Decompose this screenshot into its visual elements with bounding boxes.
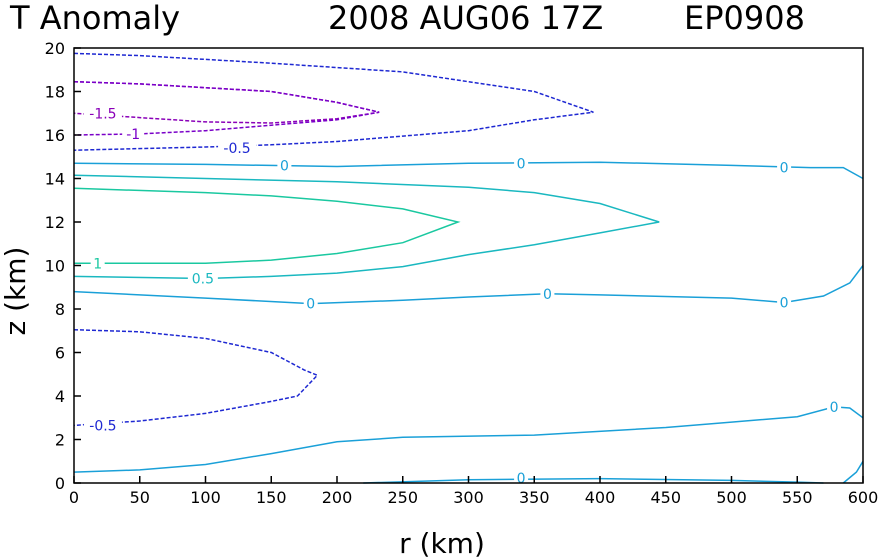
contour-label-background [777,159,792,176]
y-axis: 0 2 4 6 8 10 12 14 16 18 20 [45,39,81,493]
x-tick-label: 150 [256,488,287,507]
x-tick-label: 350 [519,488,550,507]
x-tick-label: 400 [585,488,616,507]
contour-label: -1.5 [89,106,116,122]
y-tick-label: 16 [45,126,65,145]
contour-label: 0 [306,297,315,313]
contour-label: 1 [93,256,102,272]
contour-line [73,406,864,473]
x-tick-label: 200 [322,488,353,507]
contour-label: -1 [126,127,140,143]
contour-label-background [122,125,145,142]
contour-label: -0.5 [223,141,250,157]
y-tick-label: 0 [55,474,65,493]
contour-label-background [777,294,792,311]
x-tick-label: 450 [650,488,681,507]
chart-title-field: T Anomaly [9,0,180,37]
y-tick-label: 4 [55,387,65,406]
contour-label: 0 [517,156,526,172]
contour-label: 0 [780,161,789,177]
plot-frame [73,47,864,484]
y-tick-label: 18 [45,83,65,102]
contour-label: 0 [780,295,789,311]
y-tick-label: 10 [45,257,65,276]
contour-line [842,460,864,484]
contour-label: 0.5 [192,272,214,288]
contour-label-background [827,398,842,415]
contour-layer: -1.5 -1 -0.5 0 0 0 0.5 1 0 0 0 -0.5 0 0 [73,52,864,487]
x-tick-label: 0 [69,488,79,507]
contour-label: 0 [543,287,552,303]
x-tick-label: 300 [453,488,484,507]
contour-label-background [277,157,292,174]
x-tick-label: 600 [848,488,879,507]
contour-label-background [90,255,105,272]
contour-label-background [83,417,122,434]
y-tick-label: 20 [45,39,65,58]
contour-line [73,161,864,180]
contour-label-background [83,105,122,122]
y-tick-label: 6 [55,344,65,363]
contour-label: -0.5 [89,418,116,434]
contour-label-background [514,470,529,487]
contour-line [73,265,864,305]
contour-label: 0 [517,471,526,487]
x-tick-label: 500 [716,488,747,507]
x-tick-label: 550 [782,488,813,507]
chart-title-datetime: 2008 AUG06 17Z [328,0,603,37]
contour-line [73,187,461,265]
x-axis: 0 50 100 150 200 250 300 350 400 450 500 550 600 [69,476,878,507]
contour-label-background [514,155,529,172]
contour-label-background [218,140,257,157]
contour-label: 0 [830,400,839,416]
y-tick-label: 8 [55,300,65,319]
x-tick-label: 250 [387,488,418,507]
x-tick-label: 100 [190,488,221,507]
contour-line [73,174,660,280]
y-axis-label: z (km) [0,247,32,336]
y-tick-label: 14 [45,170,65,189]
contour-line [73,52,594,151]
contour-label-background [303,295,318,312]
y-tick-label: 12 [45,213,65,232]
chart-title-storm-id: EP0908 [684,0,805,37]
x-tick-label: 50 [130,488,150,507]
y-tick-label: 2 [55,431,65,450]
contour-label: 0 [280,158,289,174]
x-axis-label: r (km) [399,527,485,558]
contour-label-background [540,285,555,302]
contour-label-background [187,270,218,287]
contour-line [73,328,319,427]
